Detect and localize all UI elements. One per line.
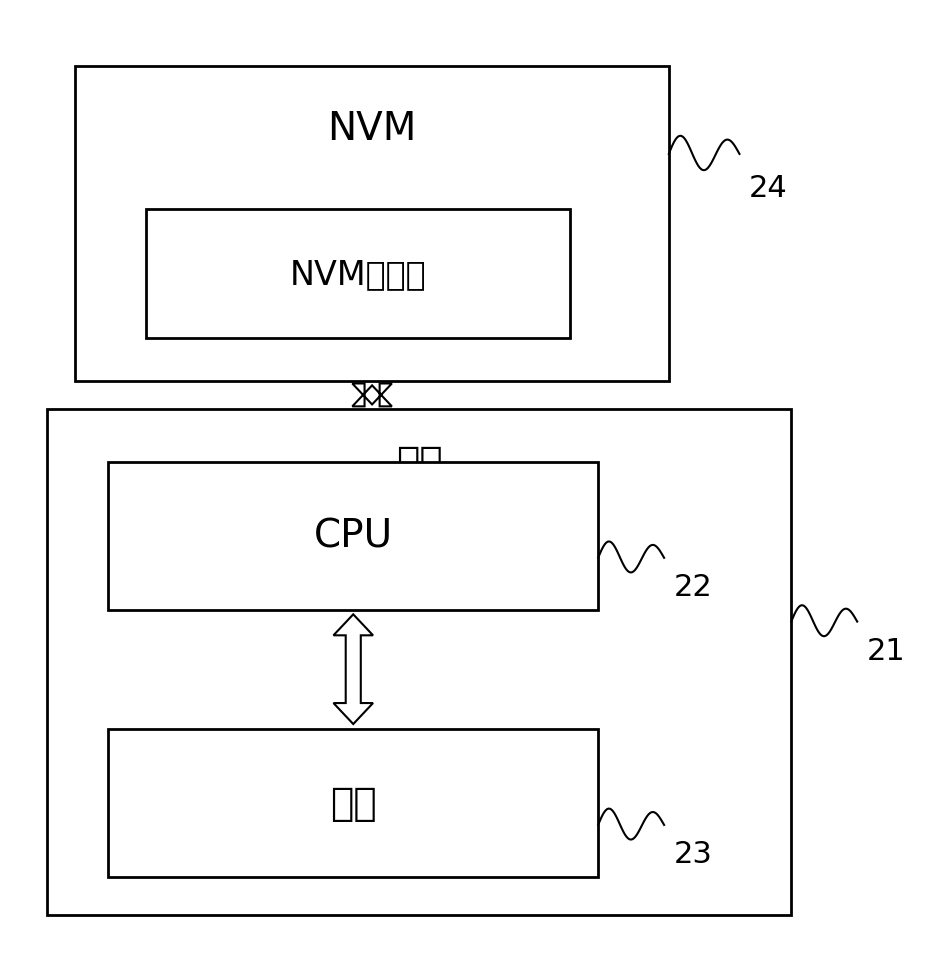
- FancyBboxPatch shape: [108, 462, 598, 610]
- Text: NVM: NVM: [328, 110, 416, 148]
- Text: 21: 21: [867, 636, 905, 665]
- Polygon shape: [333, 615, 373, 724]
- Text: 内存: 内存: [330, 784, 377, 821]
- FancyBboxPatch shape: [146, 210, 570, 338]
- FancyBboxPatch shape: [75, 67, 669, 381]
- Text: 24: 24: [749, 173, 788, 203]
- Text: 主板: 主板: [396, 443, 443, 481]
- FancyBboxPatch shape: [47, 410, 791, 915]
- Text: CPU: CPU: [314, 517, 393, 555]
- Polygon shape: [352, 384, 392, 407]
- Text: 23: 23: [674, 840, 712, 868]
- Text: 22: 22: [674, 573, 712, 601]
- FancyBboxPatch shape: [108, 729, 598, 877]
- Text: NVM控制器: NVM控制器: [289, 257, 427, 291]
